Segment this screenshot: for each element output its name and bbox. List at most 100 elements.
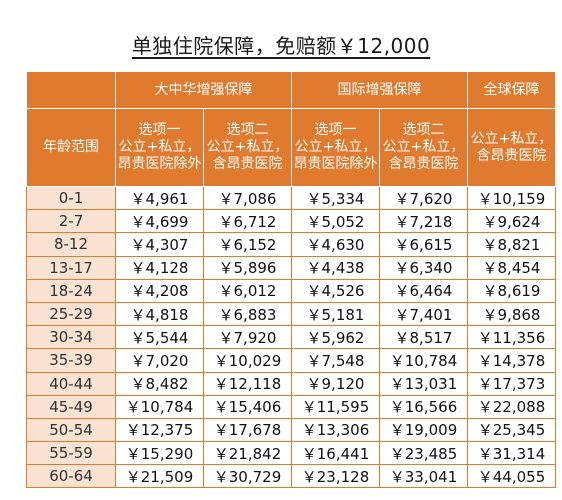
premium-cell: ￥23,485	[379, 441, 468, 466]
table-row: 25-29 ￥4,818 ￥6,883 ￥5,181 ￥7,401 ￥9,868	[26, 301, 556, 327]
premium-cell: ￥5,052	[291, 209, 380, 234]
table-row: 50-54 ￥12,375 ￥17,678 ￥13,306 ￥19,009 ￥25,345	[26, 417, 556, 443]
age-range-cell: 35-39	[26, 348, 116, 373]
premium-cell: ￥8,821	[467, 232, 556, 257]
age-range-cell: 45-49	[26, 394, 116, 419]
premium-cell: ￥4,818	[115, 301, 204, 327]
premium-cell: ￥6,615	[379, 232, 468, 257]
corner-cell	[26, 71, 116, 109]
premium-cell: ￥6,883	[203, 301, 292, 327]
age-range-cell: 60-64	[26, 464, 116, 489]
premium-cell: ￥10,784	[115, 394, 204, 419]
option-header: 选项二 公立+私立， 含昂贵医院	[379, 108, 468, 187]
table-row: 35-39 ￥7,020 ￥10,029 ￥7,548 ￥10,784 ￥14,378	[26, 348, 556, 373]
premium-cell: ￥16,566	[379, 394, 468, 419]
plan-header-row: 大中华增强保障 国际增强保障 全球保障	[26, 71, 556, 109]
premium-cell: ￥21,842	[203, 441, 292, 466]
premium-cell: ￥7,401	[379, 301, 468, 327]
table-row: 30-34 ￥5,544 ￥7,920 ￥5,962 ￥8,517 ￥11,356	[26, 325, 556, 350]
premium-cell: ￥4,699	[115, 209, 204, 234]
option-header-row: 年龄范围 选项一 公立+私立， 昂贵医院除外 选项二 公立+私立， 含昂贵医院 选项一公…	[26, 108, 556, 187]
age-range-header: 年龄范围	[26, 108, 116, 187]
premium-cell: ￥13,031	[379, 371, 468, 396]
premium-cell: ￥5,896	[203, 255, 292, 280]
premium-cell: ￥5,962	[291, 325, 380, 350]
table-row: 18-24 ￥4,208 ￥6,012 ￥4,526 ￥6,464 ￥8,619	[26, 278, 556, 303]
premium-cell: ￥8,517	[379, 325, 468, 350]
premium-cell: ￥6,464	[379, 278, 468, 303]
age-range-cell: 50-54	[26, 417, 116, 443]
premium-cell: ￥5,544	[115, 325, 204, 350]
premium-cell: ￥4,307	[115, 232, 204, 257]
premium-cell: ￥17,678	[203, 417, 292, 443]
table-body: 0-1 ￥4,961 ￥7,086 ￥5,334 ￥7,620 ￥10,159 2-7 ￥4,…	[26, 185, 556, 489]
option-header: 公立+私立， 含昂贵医院	[467, 108, 556, 187]
premium-cell: ￥11,595	[291, 394, 380, 419]
premium-cell: ￥15,290	[115, 441, 204, 466]
premium-cell: ￥17,373	[467, 371, 556, 396]
premium-cell: ￥5,181	[291, 301, 380, 327]
premium-cell: ￥9,624	[467, 209, 556, 234]
age-range-cell: 2-7	[26, 209, 116, 234]
premium-table: 大中华增强保障 国际增强保障 全球保障 年龄范围 选项一 公立+私立， 昂贵医院除外…	[26, 71, 556, 489]
premium-cell: ￥4,128	[115, 255, 204, 280]
age-range-cell: 55-59	[26, 441, 116, 466]
premium-cell: ￥8,482	[115, 371, 204, 396]
age-range-cell: 40-44	[26, 371, 116, 396]
premium-cell: ￥13,306	[291, 417, 380, 443]
premium-cell: ￥8,619	[467, 278, 556, 303]
table-row: 8-12 ￥4,307 ￥6,152 ￥4,630 ￥6,615 ￥8,821	[26, 232, 556, 257]
table-row: 45-49 ￥10,784 ￥15,406 ￥11,595 ￥16,566 ￥22,088	[26, 394, 556, 419]
plan-header-greater-china: 大中华增强保障	[115, 71, 292, 109]
premium-cell: ￥44,055	[467, 464, 556, 489]
premium-cell: ￥10,029	[203, 348, 292, 373]
premium-cell: ￥7,548	[291, 348, 380, 373]
premium-cell: ￥23,128	[291, 464, 380, 489]
premium-cell: ￥16,441	[291, 441, 380, 466]
plan-header-global: 全球保障	[467, 71, 556, 109]
premium-cell: ￥10,784	[379, 348, 468, 373]
table-row: 60-64 ￥21,509 ￥30,729 ￥23,128 ￥33,041 ￥44,055	[26, 464, 556, 489]
premium-cell: ￥7,920	[203, 325, 292, 350]
premium-cell: ￥7,020	[115, 348, 204, 373]
premium-cell: ￥4,630	[291, 232, 380, 257]
premium-cell: ￥5,334	[291, 185, 380, 211]
table-row: 55-59 ￥15,290 ￥21,842 ￥16,441 ￥23,485 ￥31,314	[26, 441, 556, 466]
premium-cell: ￥9,868	[467, 301, 556, 327]
premium-cell: ￥4,526	[291, 278, 380, 303]
age-range-cell: 18-24	[26, 278, 116, 303]
premium-cell: ￥12,375	[115, 417, 204, 443]
table-row: 0-1 ￥4,961 ￥7,086 ￥5,334 ￥7,620 ￥10,159	[26, 185, 556, 211]
premium-cell: ￥19,009	[379, 417, 468, 443]
premium-cell: ￥15,406	[203, 394, 292, 419]
option-header: 选项一 公立+私立， 昂贵医院除外	[115, 108, 204, 187]
option-header: 选项二 公立+私立， 含昂贵医院	[203, 108, 292, 187]
age-range-cell: 25-29	[26, 301, 116, 327]
premium-cell: ￥14,378	[467, 348, 556, 373]
premium-cell: ￥7,086	[203, 185, 292, 211]
age-range-cell: 8-12	[26, 232, 116, 257]
premium-cell: ￥25,345	[467, 417, 556, 443]
premium-cell: ￥10,159	[467, 185, 556, 211]
table-row: 13-17 ￥4,128 ￥5,896 ￥4,438 ￥6,340 ￥8,454	[26, 255, 556, 280]
premium-cell: ￥33,041	[379, 464, 468, 489]
premium-cell: ￥8,454	[467, 255, 556, 280]
premium-cell: ￥7,620	[379, 185, 468, 211]
premium-cell: ￥31,314	[467, 441, 556, 466]
premium-cell: ￥4,438	[291, 255, 380, 280]
page-title: 单独住院保障，免赔额￥12,000	[131, 34, 431, 58]
premium-cell: ￥4,961	[115, 185, 204, 211]
premium-cell: ￥7,218	[379, 209, 468, 234]
premium-cell: ￥11,356	[467, 325, 556, 350]
premium-cell: ￥22,088	[467, 394, 556, 419]
premium-cell: ￥9,120	[291, 371, 380, 396]
premium-cell: ￥21,509	[115, 464, 204, 489]
premium-cell: ￥30,729	[203, 464, 292, 489]
age-range-cell: 13-17	[26, 255, 116, 280]
age-range-cell: 30-34	[26, 325, 116, 350]
premium-cell: ￥4,208	[115, 278, 204, 303]
premium-cell: ￥6,712	[203, 209, 292, 234]
option-header: 选项一 公立+私立， 昂贵医院除外	[291, 108, 380, 187]
table-row: 40-44 ￥8,482 ￥12,118 ￥9,120 ￥13,031 ￥17,373	[26, 371, 556, 396]
